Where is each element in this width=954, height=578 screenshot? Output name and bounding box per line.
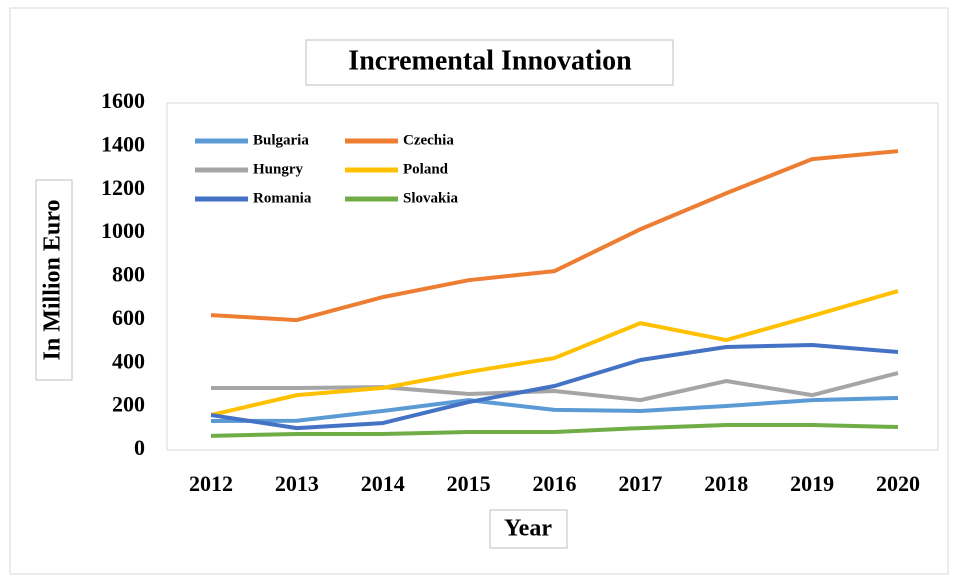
line-series <box>210 289 899 418</box>
x-tick-label: 2016 <box>533 471 577 496</box>
plot-area <box>166 102 939 451</box>
y-axis-label: In Million Euro <box>40 200 66 361</box>
y-tick-label: 1000 <box>101 218 145 243</box>
legend-label: Hungry <box>253 161 304 177</box>
x-tick-label: 2019 <box>790 471 834 496</box>
legend-label: Romania <box>253 190 312 206</box>
chart-border <box>9 7 949 575</box>
line-series <box>211 371 899 403</box>
x-tick-label: 2020 <box>876 471 920 496</box>
legend-label: Slovakia <box>403 190 459 206</box>
y-label-box <box>35 179 73 381</box>
y-tick-label: 1200 <box>101 175 145 200</box>
legend-label: Czechia <box>403 132 454 148</box>
x-label-box <box>489 509 568 549</box>
y-tick-label: 1600 <box>101 88 145 113</box>
line-series <box>210 149 899 323</box>
y-tick-label: 1400 <box>101 131 145 156</box>
x-tick-label: 2013 <box>275 471 319 496</box>
x-axis-label: Year <box>504 516 552 542</box>
title-box <box>305 39 674 86</box>
y-tick-label: 600 <box>112 305 145 330</box>
y-tick-label: 800 <box>112 262 145 287</box>
x-tick-label: 2018 <box>704 471 748 496</box>
x-tick-label: 2015 <box>447 471 491 496</box>
y-tick-label: 400 <box>112 348 145 373</box>
chart-title: Incremental Innovation <box>348 45 632 76</box>
line-series <box>210 423 899 438</box>
x-tick-label: 2012 <box>189 471 233 496</box>
legend-label: Poland <box>403 161 449 177</box>
x-tick-label: 2017 <box>618 471 662 496</box>
legend-label: Bulgaria <box>253 132 309 148</box>
y-tick-label: 200 <box>112 392 145 417</box>
y-tick-label: 0 <box>134 435 145 460</box>
x-tick-label: 2014 <box>361 471 405 496</box>
line-series <box>210 343 899 431</box>
line-series <box>210 395 899 423</box>
